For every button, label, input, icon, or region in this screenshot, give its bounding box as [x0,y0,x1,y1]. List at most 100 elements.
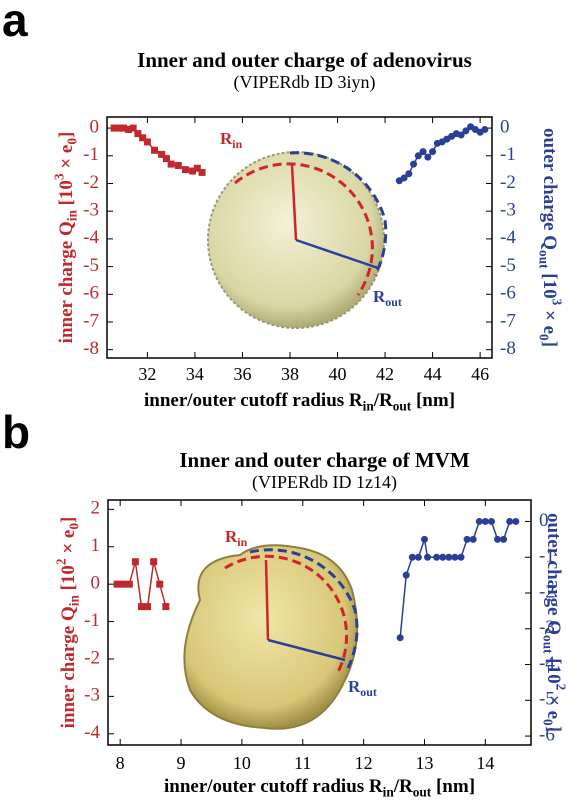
y2-tick-label: -6 [500,283,516,304]
y-tick-label: 0 [91,573,101,594]
series-line [114,127,203,173]
y2-tick-label: -4 [539,653,555,674]
y-axis-label-part: inner charge Q [56,221,77,343]
y-axis-label-part: [10 [56,180,77,210]
point [424,553,432,561]
annotation-part: R [373,287,386,306]
x-axis-label-part: [nm] [431,776,475,797]
point [137,603,145,611]
y2-axis-label-part: 0 [536,334,551,341]
point [120,124,128,132]
x-axis-label-part: /R [393,776,413,797]
y2-tick-label: -5 [500,255,516,276]
y2-axis-label: outer charge Qout​ [102​ × e0​] [540,513,568,732]
chart-subtitle: (VIPERdb ID 1z14) [252,472,397,493]
y-tick-label: -7 [83,310,99,331]
y-axis-label-part: in [67,595,82,607]
point [408,553,416,561]
y-tick-label: -3 [84,685,100,706]
x-axis-label-part: inner/outer cutoff radius R [164,776,383,797]
point [402,571,410,579]
y2-tick-label: 0 [500,116,510,137]
point [494,535,502,543]
x-axis-label-part: [nm] [411,390,455,411]
y-tick-label: -2 [83,172,99,193]
x-tick-label: 36 [233,364,251,384]
point [151,146,159,154]
point [144,603,152,611]
y2-tick-label: -6 [539,724,555,745]
virus-image-b [183,544,359,730]
point [414,152,422,160]
annotation-part: in [232,137,242,151]
y2-tick-label: -4 [500,227,516,248]
point [463,535,471,543]
y-axis-label-part: 0 [65,138,80,145]
panel-label: b [2,406,30,458]
point [119,580,127,588]
y2-axis-label-part: out [540,635,555,654]
x-tick-label: 42 [376,364,394,384]
point [124,125,132,133]
x-tick-label: 46 [471,364,489,384]
chart-title: Inner and outer charge of adenovirus [137,48,472,72]
x-axis-label: inner/outer cutoff radius Rin​/Rout​ [nm… [164,776,475,797]
series-line [398,125,486,182]
point [462,127,470,135]
y-axis-label-part: [10 [58,565,79,595]
x-tick-label: 8 [116,753,125,773]
point [198,168,206,176]
point [189,167,197,175]
y2-tick-label: -2 [539,581,555,602]
point [475,517,483,525]
x-tick-label: 38 [281,364,299,384]
y-axis-label: inner charge Qin​ [102​ × e0​] [53,517,81,729]
point [129,124,137,132]
point [405,170,413,178]
y2-axis-label-part: 3 [550,299,565,306]
point [193,164,201,172]
y-axis-label-part: 0 [67,523,82,530]
y-tick-label: -4 [84,722,100,743]
point [396,634,404,642]
y-tick-label: -2 [84,647,100,668]
y2-axis-label-part: out [536,250,551,269]
y-axis-label: inner charge Qin​ [103​ × e0​] [51,132,79,344]
y2-tick-label: -3 [500,200,516,221]
y-axis-label-part: × e [56,145,77,174]
point [113,580,121,588]
y2-axis-label-part: outer charge Q [539,128,560,250]
annotation-part: R [348,677,361,696]
y-axis-label-part: inner charge Q [58,606,79,728]
y2-axis-label-part: ] [539,341,560,347]
y2-axis-label-part: [10 [539,269,560,299]
y-tick-label: 2 [91,498,101,519]
plot-frame [106,116,493,359]
point [410,160,418,168]
point [424,153,432,161]
y-axis-label-part: 3 [51,173,66,180]
y-tick-label: 0 [90,116,100,137]
y-tick-label: -3 [83,200,99,221]
point [125,580,133,588]
y2-tick-label: -1 [539,546,555,567]
point [139,134,147,142]
point [481,125,489,133]
annotation-part: in [237,535,247,549]
y2-axis-label-part: ] [543,726,564,732]
x-tick-label: 10 [233,753,251,773]
y-axis-label-part: in [65,210,80,222]
x-axis-label: inner/outer cutoff radius Rin​/Rout​ [nm… [144,390,455,413]
point [433,553,441,561]
point [110,124,118,132]
x-tick-label: 44 [424,364,442,384]
point [445,553,453,561]
x-tick-label: 14 [476,753,494,773]
annotation: Rout​ [373,287,402,309]
x-tick-label: 12 [355,753,373,773]
point [457,553,465,561]
panel-label: a [2,0,28,46]
y2-tick-label: -3 [539,617,555,638]
